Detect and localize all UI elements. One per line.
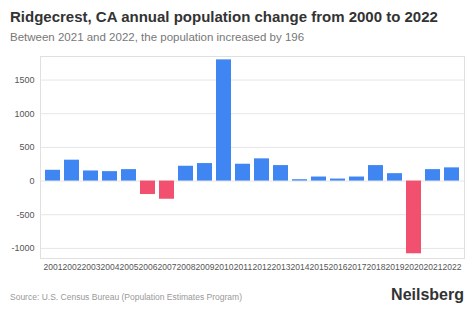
svg-text:2010: 2010 bbox=[215, 262, 234, 272]
svg-text:2003: 2003 bbox=[82, 262, 101, 272]
svg-text:2019: 2019 bbox=[386, 262, 405, 272]
svg-text:2007: 2007 bbox=[158, 262, 177, 272]
svg-text:2015: 2015 bbox=[310, 262, 329, 272]
svg-text:2018: 2018 bbox=[367, 262, 386, 272]
svg-text:1000: 1000 bbox=[14, 109, 34, 119]
svg-text:2013: 2013 bbox=[272, 262, 291, 272]
svg-text:1500: 1500 bbox=[14, 75, 34, 85]
svg-text:2020: 2020 bbox=[405, 262, 424, 272]
svg-text:2005: 2005 bbox=[120, 262, 139, 272]
svg-text:2006: 2006 bbox=[139, 262, 158, 272]
svg-text:2012: 2012 bbox=[253, 262, 272, 272]
svg-text:2009: 2009 bbox=[196, 262, 215, 272]
svg-text:-500: -500 bbox=[16, 210, 34, 220]
svg-text:2017: 2017 bbox=[348, 262, 367, 272]
svg-text:2011: 2011 bbox=[234, 262, 253, 272]
svg-text:2001: 2001 bbox=[44, 262, 63, 272]
html-text:Between 2021 and 2022, the pop: Between 2021 and 2022, the population in… bbox=[10, 31, 305, 43]
html-text:Source: U.S. Census Bureau (Po: Source: U.S. Census Bureau (Population E… bbox=[10, 292, 242, 302]
html-text:Ridgecrest, CA annual populati: Ridgecrest, CA annual population change … bbox=[10, 8, 438, 25]
svg-text:500: 500 bbox=[19, 142, 34, 152]
html-text:Neilsberg: Neilsberg bbox=[391, 286, 464, 303]
svg-text:2021: 2021 bbox=[424, 262, 443, 272]
svg-text:2014: 2014 bbox=[291, 262, 310, 272]
svg-text:2008: 2008 bbox=[177, 262, 196, 272]
svg-text:2022: 2022 bbox=[443, 262, 462, 272]
svg-text:2002: 2002 bbox=[63, 262, 82, 272]
svg-text:-1000: -1000 bbox=[11, 243, 34, 253]
svg-text:0: 0 bbox=[29, 176, 34, 186]
svg-text:2016: 2016 bbox=[329, 262, 348, 272]
svg-text:2004: 2004 bbox=[101, 262, 120, 272]
